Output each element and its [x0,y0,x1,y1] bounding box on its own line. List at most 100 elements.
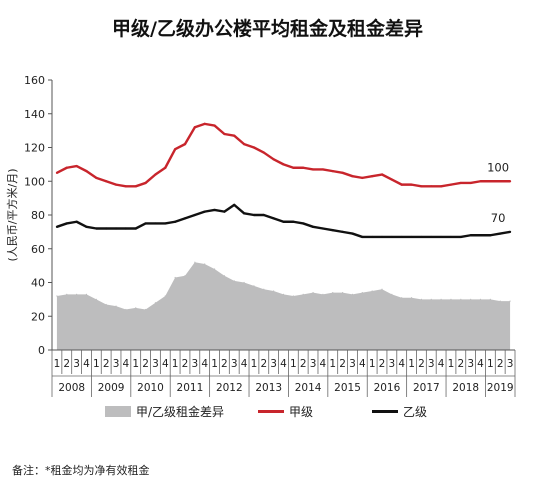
data-point-grade-a [75,164,78,168]
data-point-grade-a [134,185,137,188]
data-point-spread [332,292,334,294]
data-point-spread [410,297,413,299]
data-point-grade-a [233,134,236,137]
y-tick-label: 140 [24,108,45,121]
data-point-grade-b [223,210,226,213]
x-tick-label: 4 [280,358,287,370]
x-tick-label: 3 [310,358,317,370]
year-label: 2018 [452,382,479,394]
data-point-grade-a [331,170,334,173]
data-point-spread [292,295,294,297]
data-point-grade-a [351,175,354,178]
data-point-grade-b [449,235,453,239]
x-tick-label: 1 [369,358,376,370]
x-tick-label: 4 [359,358,366,370]
data-point-grade-a [499,180,502,183]
data-point-grade-a [420,185,423,188]
legend-item-grade-a: 甲级 [258,403,313,420]
data-point-spread [56,295,58,297]
x-tick-label: 3 [389,358,396,370]
legend-item-spread: 甲/乙级租金差异 [105,403,224,420]
chart-title: 甲级/乙级办公楼平均租金及租金差异 [112,18,423,40]
year-label: 2013 [255,382,282,394]
data-point-spread [135,307,137,309]
data-point-grade-a [262,151,265,154]
series-area-spread [56,262,511,350]
data-point-grade-b [351,232,354,235]
data-point-spread [115,305,117,307]
data-point-grade-b [430,235,433,239]
data-point-spread [164,295,166,297]
data-point-grade-b [242,212,246,215]
data-point-spread [204,263,206,265]
x-tick-label: 2 [260,358,267,370]
data-point-grade-b [272,217,275,220]
data-point-spread [223,275,225,277]
data-point-grade-a [361,176,364,179]
x-tick-label: 3 [467,358,474,370]
y-tick-label: 80 [31,209,45,222]
data-point-grade-a [430,185,433,188]
year-label: 2016 [374,382,401,394]
data-point-grade-a [459,181,462,185]
data-point-spread [213,268,216,270]
data-point-spread [66,293,68,295]
year-label: 2012 [216,382,243,394]
x-tick-label: 4 [201,358,208,370]
data-point-spread [302,293,304,295]
x-tick-label: 2 [182,358,189,370]
data-point-grade-b [65,222,68,225]
data-point-spread [76,293,78,295]
x-tick-label: 3 [507,358,514,370]
x-tick-label: 4 [320,358,327,370]
data-point-spread [174,276,176,279]
data-point-grade-a [440,185,443,188]
data-point-grade-a [282,163,285,166]
data-point-grade-a [154,173,157,176]
data-point-grade-a [174,148,177,151]
x-tick-label: 1 [329,358,336,370]
y-tick-label: 160 [24,74,45,87]
y-axis-label: (人民币/平方米/月) [5,169,19,262]
data-point-grade-b [134,227,137,230]
year-label: 2011 [177,382,204,394]
end-label-grade-a: 100 [487,160,509,174]
data-point-grade-a [193,126,196,129]
x-tick-label: 4 [83,358,90,370]
data-point-grade-a [380,173,384,176]
legend-item-grade-b: 乙级 [372,403,427,420]
x-tick-label: 3 [231,358,238,370]
x-tick-label: 3 [152,358,159,370]
x-tick-label: 1 [251,358,258,370]
data-point-grade-a [311,168,315,171]
data-point-grade-a [371,175,374,178]
data-point-grade-b [331,229,334,232]
data-point-spread [401,297,403,299]
data-point-grade-b [282,220,285,223]
data-point-spread [440,298,442,300]
x-tick-label: 2 [379,358,386,370]
data-point-grade-a [449,183,453,186]
series-line-grade-a [56,122,511,188]
data-point-spread [342,292,344,294]
data-point-grade-b [262,213,265,217]
data-point-grade-a [489,180,492,183]
data-point-spread [361,292,363,294]
data-point-grade-a [292,166,295,169]
data-point-grade-a [400,183,403,186]
data-point-grade-b [302,222,305,225]
data-point-spread [194,261,196,263]
data-point-grade-a [390,178,393,181]
data-point-spread [253,285,255,287]
data-point-grade-a [203,122,206,125]
x-tick-label: 4 [123,358,130,370]
y-tick-label: 20 [31,310,45,323]
x-tick-label: 2 [418,358,425,370]
x-tick-label: 3 [428,358,435,370]
footnote: 备注：*租金均为净有效租金 [12,464,150,477]
data-point-grade-a [242,143,246,146]
data-point-grade-b [292,220,295,223]
data-point-spread [233,280,235,282]
data-point-grade-b [154,222,157,225]
